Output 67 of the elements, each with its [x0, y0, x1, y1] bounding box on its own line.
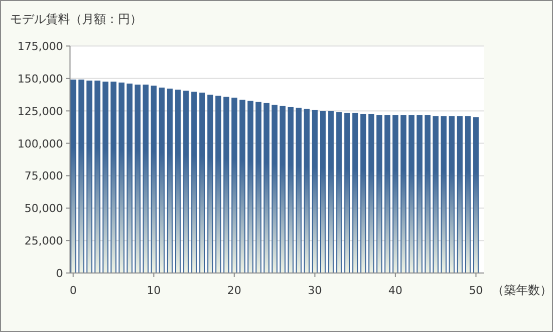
bar	[142, 84, 149, 274]
bar	[248, 100, 254, 274]
bar	[207, 94, 214, 274]
y-tick-label: 50,000	[24, 202, 63, 216]
bar	[440, 116, 447, 274]
bar	[166, 88, 173, 274]
bar	[78, 80, 84, 274]
bar	[288, 106, 294, 274]
bar	[150, 86, 157, 274]
x-tick-label: 20	[227, 284, 242, 297]
x-tick-label: 0	[70, 284, 77, 297]
bar	[264, 102, 270, 274]
bar	[256, 102, 262, 274]
bar	[360, 114, 366, 274]
bar	[376, 115, 382, 274]
y-tick-label: 150,000	[18, 72, 63, 86]
bar	[304, 108, 310, 274]
x-axis-title: （築年数）	[492, 283, 552, 297]
bar	[320, 111, 326, 274]
bar	[408, 115, 414, 274]
bar	[400, 115, 406, 274]
y-tick-label: 175,000	[18, 40, 63, 53]
bar	[126, 84, 133, 274]
bar	[239, 100, 246, 274]
y-tick-label: 100,000	[18, 137, 63, 150]
bar	[183, 90, 189, 274]
bar	[392, 115, 398, 274]
y-tick-label: 75,000	[24, 170, 63, 183]
bar	[102, 82, 108, 274]
bar	[231, 98, 238, 274]
bar	[448, 116, 455, 274]
bar	[118, 82, 124, 274]
bar	[110, 82, 116, 274]
bar	[368, 114, 374, 274]
bar	[424, 115, 431, 274]
bar	[336, 112, 342, 274]
bar	[432, 116, 439, 274]
bar	[272, 104, 278, 274]
bar	[416, 115, 422, 274]
bar	[191, 92, 197, 274]
bar	[456, 116, 463, 274]
bar	[94, 80, 100, 274]
bar	[86, 80, 92, 274]
bar	[199, 92, 206, 274]
bar	[312, 110, 318, 274]
x-tick-label: 40	[388, 284, 402, 297]
y-tick-label: 0	[56, 267, 63, 280]
chart-title: モデル賃料（月額：円）	[10, 12, 142, 26]
x-tick-label: 50	[468, 284, 483, 297]
bar	[158, 88, 165, 274]
bar	[328, 111, 334, 274]
bar	[175, 90, 181, 274]
bar	[70, 80, 76, 274]
bar	[384, 115, 390, 274]
bar	[344, 112, 350, 274]
bar	[280, 106, 286, 274]
bar	[134, 84, 141, 274]
y-tick-label: 25,000	[24, 234, 63, 248]
bar	[352, 112, 358, 274]
x-tick-label: 10	[146, 284, 161, 297]
bar	[223, 96, 230, 274]
bar	[464, 116, 471, 274]
bar	[215, 96, 222, 274]
y-tick-label: 125,000	[18, 104, 63, 118]
bar	[473, 117, 479, 274]
bar	[296, 108, 302, 274]
x-tick-label: 30	[308, 284, 322, 297]
